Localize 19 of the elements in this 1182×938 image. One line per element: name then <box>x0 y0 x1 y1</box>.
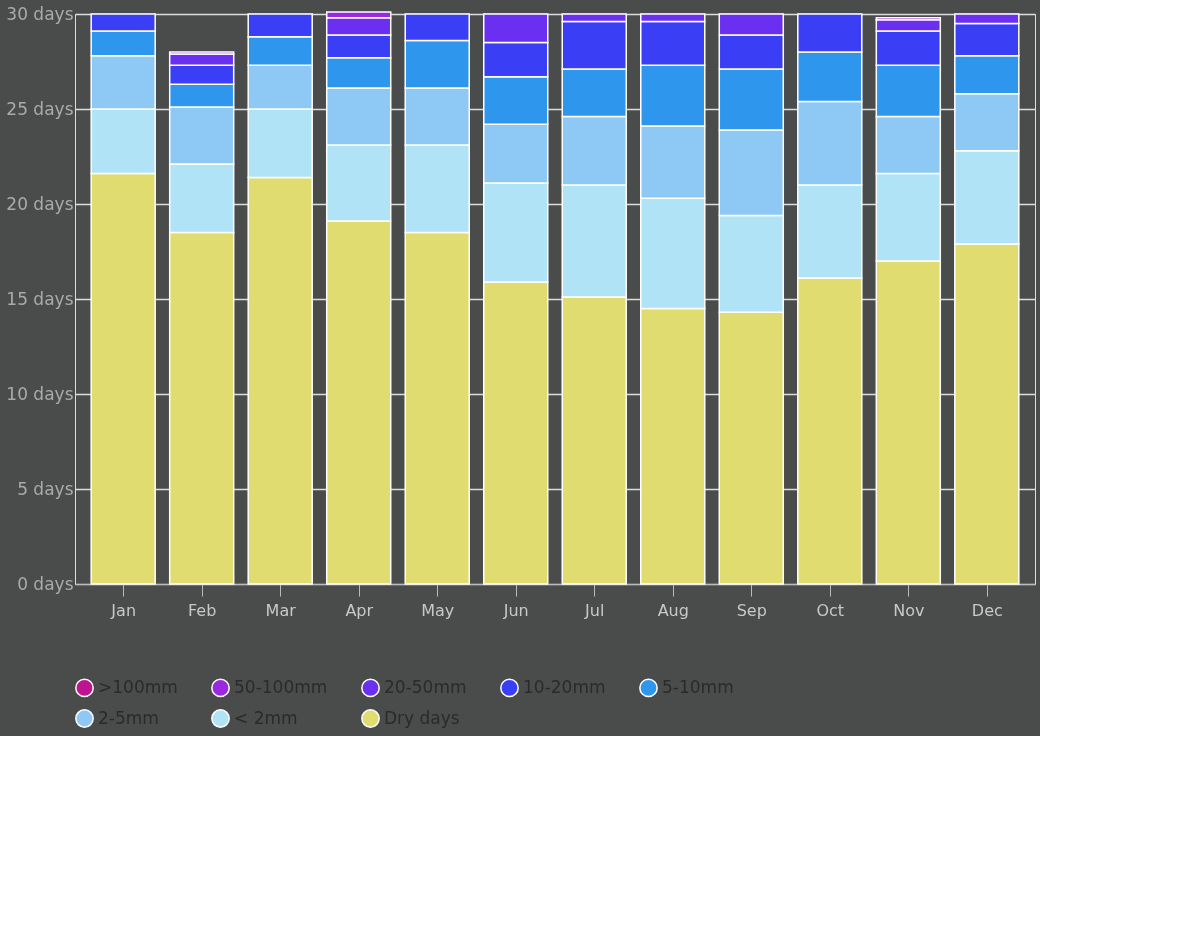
x-tick-label: Oct <box>816 600 845 620</box>
y-tick-label: 25 days <box>6 98 74 119</box>
x-tick-label: Nov <box>893 600 925 620</box>
y-tick-label: 10 days <box>6 383 74 404</box>
x-tick-label: Apr <box>345 600 374 620</box>
x-tick-label: Jun <box>502 600 529 620</box>
x-tick-label: Feb <box>188 600 217 620</box>
y-tick-label: 5 days <box>17 478 74 499</box>
x-tick-label: Aug <box>657 600 689 620</box>
x-tick-label: May <box>421 600 455 620</box>
y-tick-label: 20 days <box>6 193 74 214</box>
x-tick-label: Sep <box>736 600 767 620</box>
y-tick-label: 15 days <box>6 288 74 309</box>
x-tick-label: Mar <box>265 600 297 620</box>
y-tick-label: 0 days <box>17 573 74 594</box>
x-tick-label: Dec <box>971 600 1003 620</box>
x-tick-label: Jan <box>110 600 137 620</box>
y-tick-label: 30 days <box>6 3 74 24</box>
x-tick-label: Jul <box>584 600 605 620</box>
